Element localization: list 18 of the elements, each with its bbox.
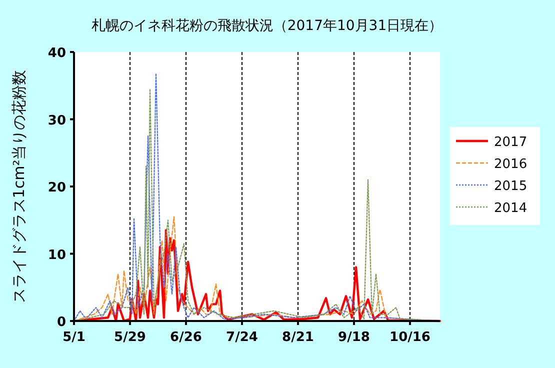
y-axis-title: スライドグラス1cm²当りの花粉数 <box>10 70 28 304</box>
chart-title: 札幌のイネ科花粉の飛散状況（2017年10月31日現在） <box>91 18 443 34</box>
y-tick-label: 30 <box>48 113 66 128</box>
legend-label: 2016 <box>494 157 528 172</box>
x-tick-label: 9/18 <box>338 330 370 345</box>
y-tick-label: 10 <box>48 248 66 263</box>
legend-label: 2014 <box>494 201 528 216</box>
x-tick-label: 5/29 <box>114 330 146 345</box>
x-tick-label: 8/21 <box>282 330 314 345</box>
y-tick-label: 40 <box>48 46 66 61</box>
y-tick-label: 20 <box>48 180 66 196</box>
x-tick-label: 7/24 <box>226 330 258 345</box>
x-tick-label: 5/1 <box>62 330 86 345</box>
x-tick-label: 10/16 <box>390 330 430 345</box>
legend-label: 2017 <box>494 135 528 150</box>
y-tick-label: 0 <box>56 315 66 330</box>
legend-label: 2015 <box>494 179 528 194</box>
x-tick-label: 6/26 <box>170 330 202 345</box>
